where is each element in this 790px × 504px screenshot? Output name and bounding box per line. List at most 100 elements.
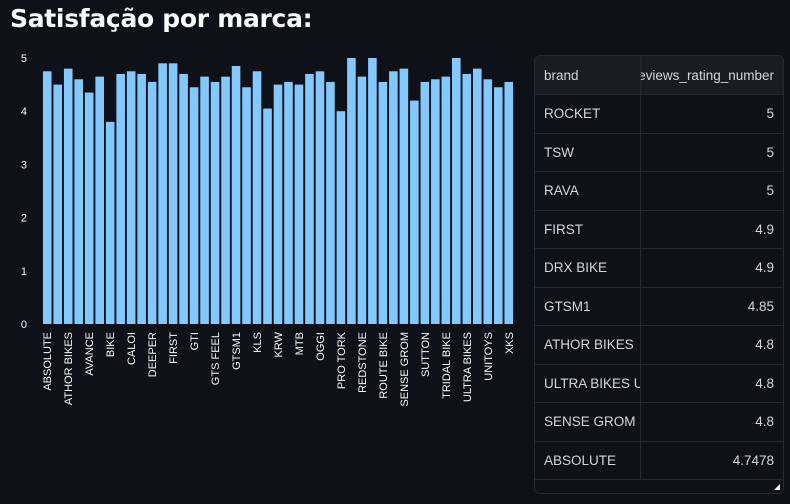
x-tick-label: CALOI: [126, 332, 138, 365]
bar[interactable]: [147, 81, 157, 324]
x-tick-label: OGGI: [315, 332, 327, 361]
bar[interactable]: [242, 87, 251, 324]
bar[interactable]: [431, 79, 440, 324]
bar[interactable]: [53, 84, 63, 324]
table-row[interactable]: ATHOR BIKES 4.8: [535, 325, 783, 365]
bar[interactable]: [105, 121, 115, 324]
x-tick-label: GTI: [189, 332, 201, 350]
y-tick-label: 5: [21, 53, 27, 65]
table-cell-brand[interactable]: ATHOR BIKES: [535, 325, 641, 365]
bar[interactable]: [483, 79, 493, 324]
bar-chart[interactable]: 0 1 2 3 4 5 ABSOLUTE ATHOR BIKES AVANCE BIKE CALOI…: [9, 52, 516, 438]
bar[interactable]: [63, 68, 73, 324]
table-header-row: brand reviews_rating_number: [535, 56, 783, 95]
bar[interactable]: [472, 68, 482, 324]
bar[interactable]: [493, 87, 503, 324]
table-cell-rating[interactable]: 5: [640, 171, 783, 211]
bar[interactable]: [252, 71, 262, 324]
table-cell-brand[interactable]: TSW: [535, 133, 641, 172]
table-cell-rating[interactable]: 4.9: [640, 210, 783, 249]
x-tick-label: BIKE: [105, 332, 117, 357]
table-row[interactable]: ROCKET 5: [535, 94, 783, 134]
table-cell-brand[interactable]: SENSE GROM: [535, 402, 641, 442]
bar[interactable]: [221, 76, 230, 325]
y-tick-label: 3: [21, 159, 27, 171]
bar[interactable]: [305, 73, 314, 325]
table-cell-brand[interactable]: ULTRA BIKES U: [535, 364, 641, 403]
column-header-brand[interactable]: brand: [535, 56, 641, 95]
bar[interactable]: [368, 58, 377, 324]
y-tick-label: 1: [21, 266, 27, 278]
table-cell-rating[interactable]: 4.8: [640, 402, 783, 442]
x-tick-label: MTB: [294, 332, 306, 355]
bar[interactable]: [315, 71, 325, 324]
table-cell-rating[interactable]: 4.85: [640, 287, 783, 326]
table-row[interactable]: ABSOLUTE 4.7478: [535, 441, 783, 480]
bar[interactable]: [410, 100, 419, 324]
x-tick-label: GTSM1: [231, 332, 243, 370]
table-row[interactable]: DRX BIKE 4.9: [535, 248, 783, 288]
x-tick-label: ABSOLUTE: [42, 332, 54, 391]
table-row[interactable]: SENSE GROM 4.8: [535, 402, 783, 442]
table-cell-brand[interactable]: DRX BIKE: [535, 248, 641, 288]
bar[interactable]: [504, 81, 514, 324]
data-table-panel[interactable]: brand reviews_rating_number ROCKET 5 TSW 5 R…: [534, 55, 784, 494]
table-cell-rating[interactable]: 4.9: [640, 248, 783, 288]
bar[interactable]: [273, 84, 283, 324]
bar[interactable]: [284, 81, 293, 324]
table-row[interactable]: FIRST 4.9: [535, 210, 783, 249]
resize-handle-icon[interactable]: [774, 484, 780, 490]
bar[interactable]: [158, 63, 167, 324]
bar[interactable]: [42, 71, 52, 324]
bar[interactable]: [336, 111, 346, 324]
table-cell-brand[interactable]: GTSM1: [535, 287, 641, 326]
table-cell-rating[interactable]: 4.8: [640, 325, 783, 365]
bar[interactable]: [263, 108, 272, 324]
bar[interactable]: [389, 71, 398, 324]
bar[interactable]: [294, 84, 304, 324]
bar[interactable]: [179, 73, 188, 325]
bar-chart-svg[interactable]: 0 1 2 3 4 5 ABSOLUTE ATHOR BIKES AVANCE BIKE CALOI…: [9, 52, 516, 438]
table-cell-brand[interactable]: ROCKET: [535, 94, 641, 134]
bar[interactable]: [95, 76, 104, 325]
bar[interactable]: [378, 81, 388, 324]
table-row[interactable]: RAVA 5: [535, 171, 783, 211]
bar[interactable]: [210, 81, 220, 324]
x-tick-label: SUTTON: [420, 332, 432, 377]
bar[interactable]: [116, 73, 125, 325]
bar[interactable]: [84, 92, 94, 324]
table-cell-brand[interactable]: RAVA: [535, 171, 641, 211]
bar[interactable]: [357, 76, 367, 325]
table-row[interactable]: GTSM1 4.85: [535, 287, 783, 326]
bar[interactable]: [74, 79, 84, 324]
bar[interactable]: [126, 71, 136, 324]
page-title: Satisfação por marca:: [10, 4, 313, 33]
table-cell-rating[interactable]: 4.7478: [640, 441, 783, 480]
table-cell-brand[interactable]: ABSOLUTE: [535, 441, 641, 480]
bar[interactable]: [231, 65, 241, 325]
data-table[interactable]: brand reviews_rating_number ROCKET 5 TSW 5 R…: [535, 56, 783, 480]
bar[interactable]: [462, 73, 472, 325]
x-tick-label: TRIDAL BIKE: [441, 332, 453, 399]
bar[interactable]: [452, 58, 461, 324]
table-cell-rating[interactable]: 5: [640, 94, 783, 134]
bar[interactable]: [168, 63, 178, 324]
x-tick-label: ULTRA BIKES: [462, 332, 474, 402]
y-tick-label: 0: [21, 319, 27, 331]
bar[interactable]: [347, 58, 356, 324]
table-cell-rating[interactable]: 4.8: [640, 364, 783, 403]
bar[interactable]: [399, 68, 409, 324]
bar[interactable]: [420, 81, 430, 324]
y-tick-label: 2: [21, 213, 27, 225]
table-cell-rating[interactable]: 5: [640, 133, 783, 172]
table-cell-brand[interactable]: FIRST: [535, 210, 641, 249]
bar[interactable]: [200, 76, 209, 325]
bar[interactable]: [189, 87, 199, 324]
x-tick-label: KLS: [252, 332, 264, 353]
bar[interactable]: [326, 81, 335, 324]
bar[interactable]: [137, 73, 146, 325]
column-header-rating[interactable]: reviews_rating_number: [640, 56, 783, 95]
table-row[interactable]: ULTRA BIKES U 4.8: [535, 364, 783, 403]
bar[interactable]: [441, 76, 451, 325]
table-row[interactable]: TSW 5: [535, 133, 783, 172]
